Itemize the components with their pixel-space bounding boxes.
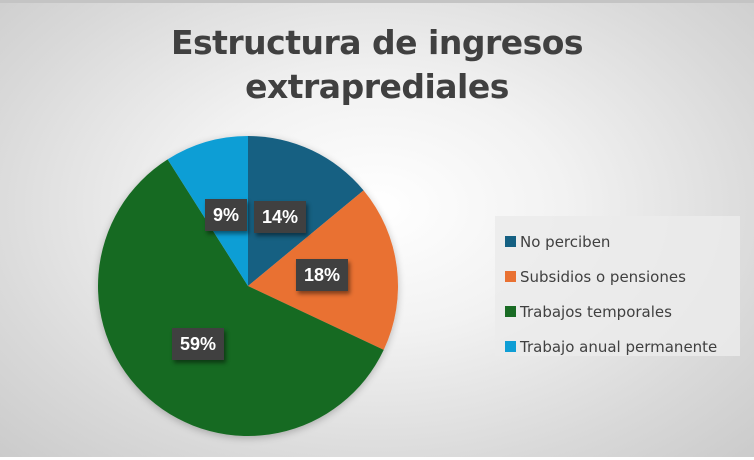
legend-swatch-icon bbox=[505, 306, 516, 317]
chart-title: Estructura de ingresos extraprediales bbox=[0, 21, 754, 109]
legend-item-no-perciben[interactable]: No perciben bbox=[505, 224, 740, 259]
legend-item-permanente[interactable]: Trabajo anual permanente bbox=[505, 329, 740, 364]
legend-label: Trabajo anual permanente bbox=[520, 337, 718, 356]
data-label-subsidios: 18% bbox=[295, 259, 349, 291]
legend-item-temporales[interactable]: Trabajos temporales bbox=[505, 294, 740, 329]
pie-slice-temporales[interactable] bbox=[97, 159, 384, 436]
legend-swatch-icon bbox=[505, 236, 516, 247]
legend: No perciben Subsidios o pensiones Trabaj… bbox=[495, 216, 740, 356]
data-label-permanente: 9% bbox=[204, 199, 248, 231]
legend-label: Trabajos temporales bbox=[520, 302, 672, 321]
legend-item-subsidios[interactable]: Subsidios o pensiones bbox=[505, 259, 740, 294]
legend-swatch-icon bbox=[505, 271, 516, 282]
data-label-temporales: 59% bbox=[171, 328, 225, 360]
data-label-no-perciben: 14% bbox=[253, 201, 307, 233]
legend-label: No perciben bbox=[520, 232, 611, 251]
legend-label: Subsidios o pensiones bbox=[520, 267, 686, 286]
chart-title-line-2: extraprediales bbox=[245, 67, 509, 106]
chart-title-line-1: Estructura de ingresos bbox=[170, 23, 584, 62]
legend-swatch-icon bbox=[505, 341, 516, 352]
